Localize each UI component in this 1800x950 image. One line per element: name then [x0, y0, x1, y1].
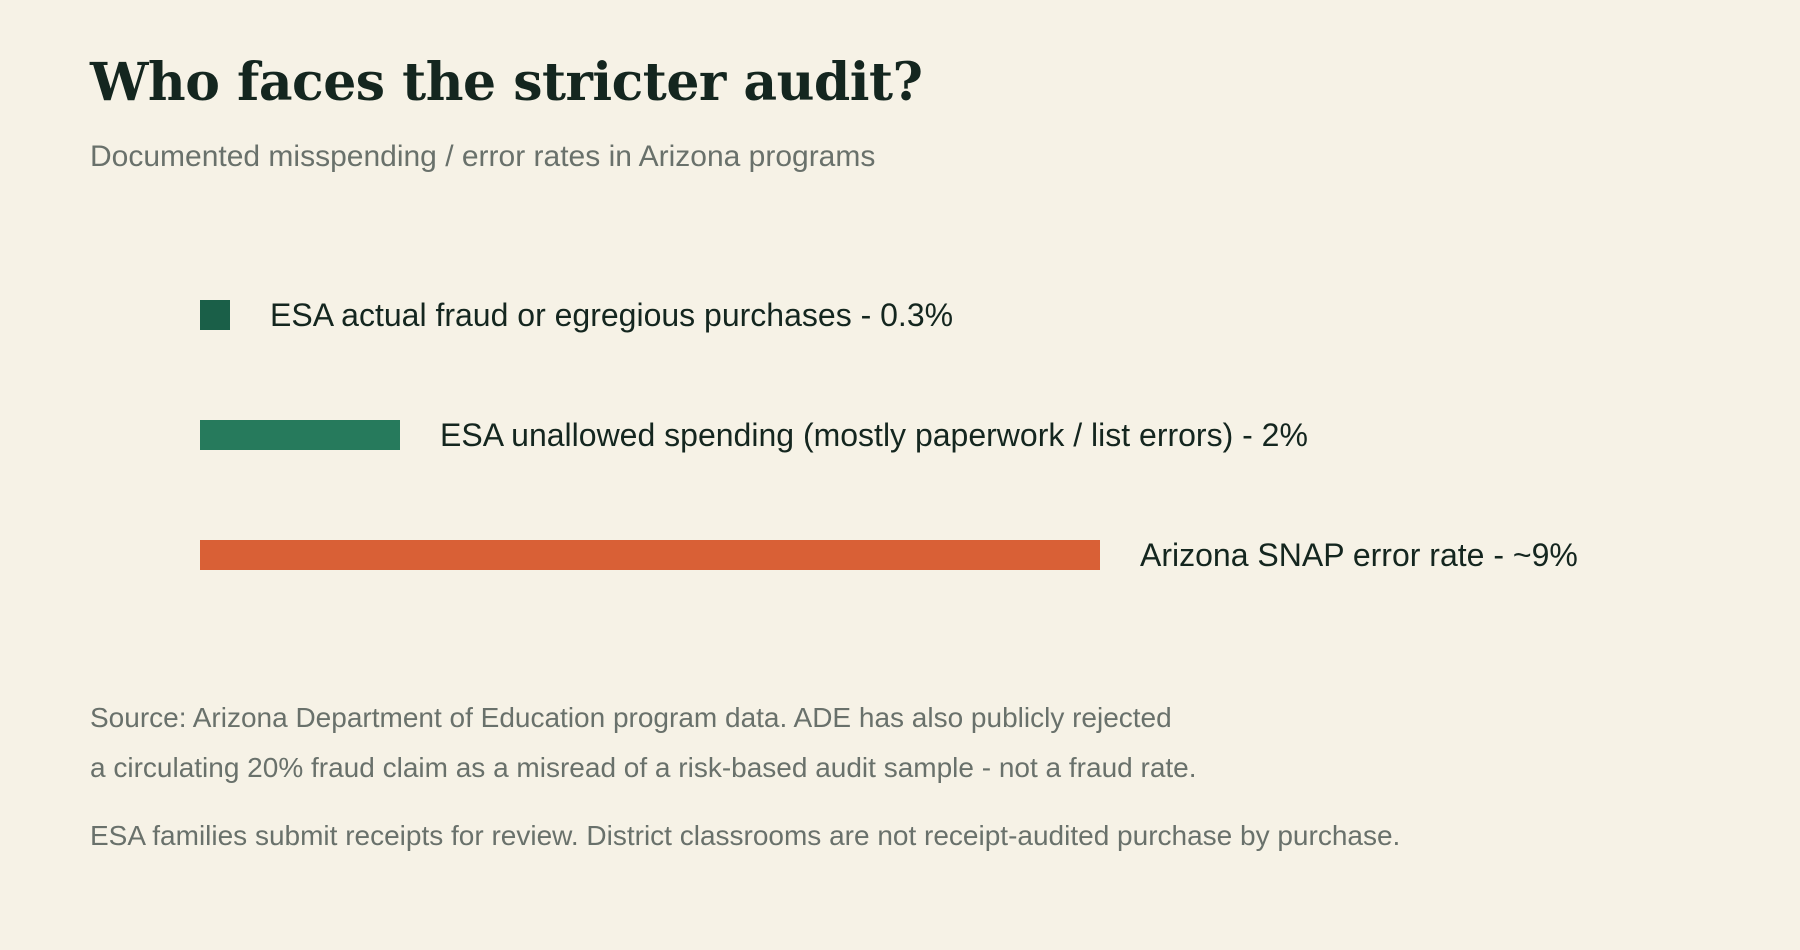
chart-title: Who faces the stricter audit?	[90, 52, 923, 113]
bar-1	[200, 300, 230, 330]
bar-label-3: Arizona SNAP error rate - ~9%	[1140, 537, 1578, 573]
source-note: Source: Arizona Department of Education …	[90, 693, 1197, 793]
chart-subtitle: Documented misspending / error rates in …	[90, 140, 876, 173]
bar-label-1: ESA actual fraud or egregious purchases …	[270, 297, 953, 333]
bar-2	[200, 420, 400, 450]
bar-label-2: ESA unallowed spending (mostly paperwork…	[440, 417, 1308, 453]
bar-chart: ESA actual fraud or egregious purchases …	[200, 297, 1578, 573]
source-line-1: Source: Arizona Department of Education …	[90, 702, 1172, 733]
source-line-2: a circulating 20% fraud claim as a misre…	[90, 752, 1197, 783]
audit-note: ESA families submit receipts for review.…	[90, 820, 1401, 851]
bar-3	[200, 540, 1100, 570]
